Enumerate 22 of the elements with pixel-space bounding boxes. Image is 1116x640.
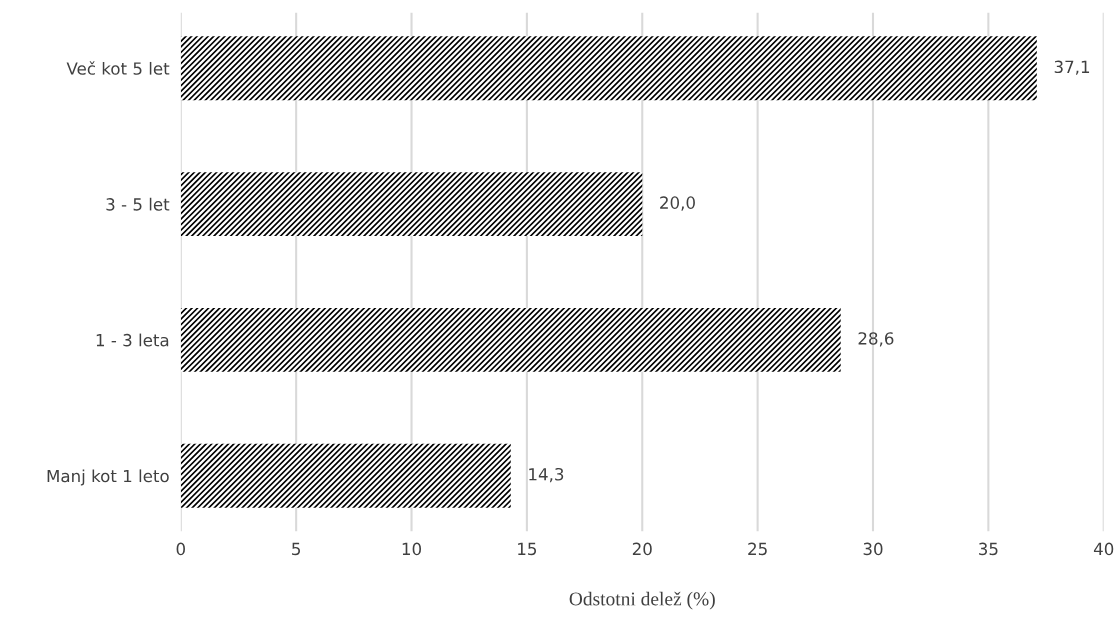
x-tick-label: 35 bbox=[979, 542, 998, 556]
x-tick-label: 15 bbox=[518, 542, 537, 556]
data-label: 28,6 bbox=[858, 332, 894, 347]
y-tick-label: 3 - 5 let bbox=[106, 197, 170, 211]
x-tick-label: 40 bbox=[1093, 542, 1114, 556]
x-axis-title: Odstotni delež (%) bbox=[569, 591, 715, 610]
data-label: 14,3 bbox=[529, 467, 564, 483]
x-tick-label: 5 bbox=[292, 542, 300, 556]
data-label: 37,1 bbox=[1054, 60, 1090, 75]
bar bbox=[180, 443, 511, 508]
bar bbox=[180, 307, 841, 372]
y-tick-label: Več kot 5 let bbox=[66, 61, 170, 75]
x-tick-label: 25 bbox=[748, 542, 767, 556]
y-tick-label: 1 - 3 leta bbox=[96, 333, 169, 347]
x-tick-label: 10 bbox=[402, 542, 422, 556]
x-tick-label: 20 bbox=[632, 542, 652, 556]
bar bbox=[180, 36, 1037, 101]
y-tick-label: Manj kot 1 leto bbox=[47, 469, 169, 486]
x-tick-label: 30 bbox=[863, 542, 883, 556]
bar bbox=[180, 172, 643, 237]
x-tick-label: 0 bbox=[176, 542, 185, 556]
data-label: 20,0 bbox=[660, 196, 695, 211]
